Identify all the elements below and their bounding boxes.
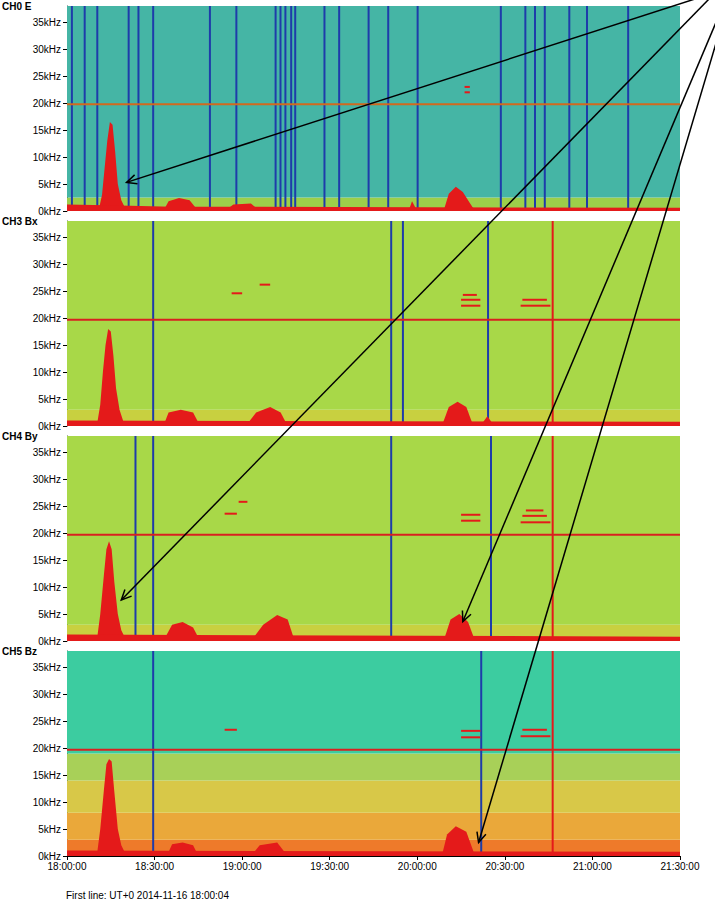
svg-text:21:00:00: 21:00:00 (573, 861, 612, 872)
svg-text:CH5 Bz: CH5 Bz (2, 646, 37, 657)
svg-text:35kHz: 35kHz (33, 447, 61, 458)
svg-text:18:30:00: 18:30:00 (135, 861, 174, 872)
svg-text:5kHz: 5kHz (38, 824, 61, 835)
svg-text:35kHz: 35kHz (33, 17, 61, 28)
svg-text:0kHz: 0kHz (38, 421, 61, 432)
svg-text:10kHz: 10kHz (33, 367, 61, 378)
svg-text:20kHz: 20kHz (33, 98, 61, 109)
svg-text:10kHz: 10kHz (33, 797, 61, 808)
svg-text:0kHz: 0kHz (38, 636, 61, 647)
svg-text:20kHz: 20kHz (33, 313, 61, 324)
svg-text:25kHz: 25kHz (33, 501, 61, 512)
svg-text:CH0 E: CH0 E (2, 1, 32, 12)
svg-text:35kHz: 35kHz (33, 662, 61, 673)
svg-text:30kHz: 30kHz (33, 44, 61, 55)
svg-text:0kHz: 0kHz (38, 850, 61, 862)
svg-text:18:00:00: 18:00:00 (48, 861, 87, 872)
svg-text:5kHz: 5kHz (38, 179, 61, 190)
svg-text:30kHz: 30kHz (33, 689, 61, 700)
svg-text:25kHz: 25kHz (33, 71, 61, 82)
svg-text:First line: UT+0 2014-11-16 18: First line: UT+0 2014-11-16 18:00:04 (66, 890, 229, 901)
svg-text:20kHz: 20kHz (33, 528, 61, 539)
svg-text:20kHz: 20kHz (33, 743, 61, 754)
svg-text:10kHz: 10kHz (33, 582, 61, 593)
svg-text:19:00:00: 19:00:00 (223, 861, 262, 872)
svg-text:35kHz: 35kHz (33, 232, 61, 243)
svg-text:25kHz: 25kHz (33, 286, 61, 297)
svg-text:30kHz: 30kHz (33, 259, 61, 270)
svg-text:20:30:00: 20:30:00 (485, 861, 524, 872)
svg-text:10kHz: 10kHz (33, 152, 61, 163)
svg-text:CH4 By: CH4 By (2, 431, 38, 442)
svg-text:25kHz: 25kHz (33, 716, 61, 727)
svg-text:5kHz: 5kHz (38, 394, 61, 405)
svg-text:30kHz: 30kHz (33, 474, 61, 485)
svg-text:0kHz: 0kHz (38, 206, 61, 217)
svg-text:5kHz: 5kHz (38, 609, 61, 620)
svg-text:15kHz: 15kHz (33, 555, 61, 566)
svg-text:15kHz: 15kHz (33, 125, 61, 136)
svg-text:CH3 Bx: CH3 Bx (2, 216, 38, 227)
svg-text:15kHz: 15kHz (33, 340, 61, 351)
svg-text:19:30:00: 19:30:00 (310, 861, 349, 872)
svg-text:15kHz: 15kHz (33, 770, 61, 781)
svg-text:21:30:00: 21:30:00 (661, 861, 700, 872)
svg-text:20:00:00: 20:00:00 (398, 861, 437, 872)
